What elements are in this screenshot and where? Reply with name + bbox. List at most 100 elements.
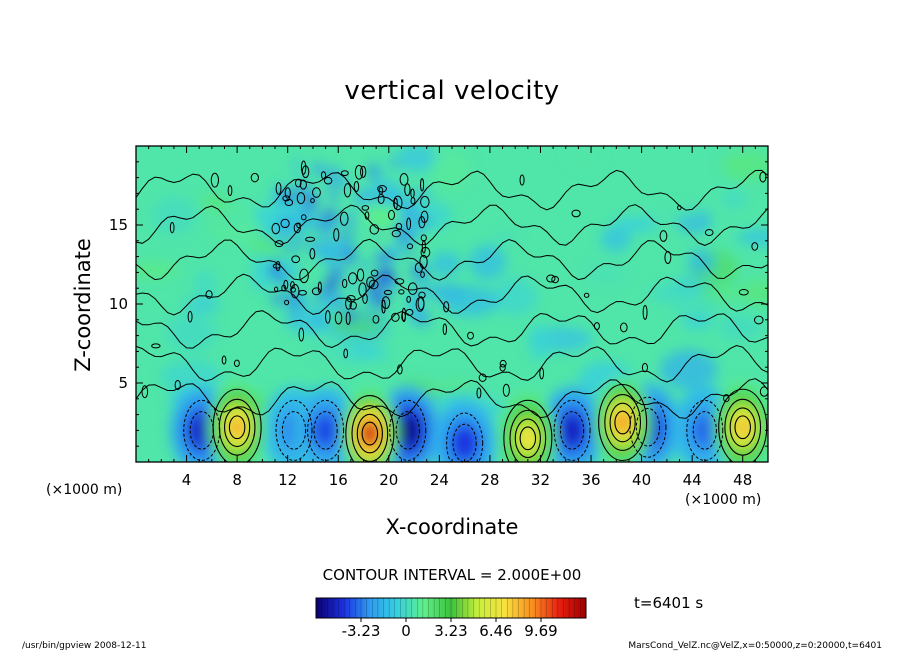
downdraft-contour	[452, 423, 477, 462]
small-contour	[368, 279, 379, 290]
small-contour	[334, 311, 343, 325]
small-contour	[751, 242, 759, 251]
small-contour	[275, 182, 282, 195]
turbulence-speckle	[332, 294, 346, 310]
small-contour	[723, 394, 730, 403]
small-contour	[312, 187, 321, 198]
small-contour	[361, 205, 370, 211]
small-contour	[381, 299, 386, 314]
updraft-cell	[616, 413, 630, 432]
small-contour	[407, 282, 418, 295]
small-contour	[169, 221, 175, 234]
colorbar-tick-label: 9.69	[524, 622, 557, 640]
small-contour	[349, 301, 357, 310]
downdraft-contour	[275, 399, 313, 461]
x-tick-label: 40	[632, 471, 651, 489]
field-patch	[430, 251, 462, 277]
updraft-contour	[604, 394, 642, 451]
small-contour	[401, 311, 406, 322]
downdraft-contour	[686, 399, 724, 461]
chart-title: vertical velocity	[344, 76, 560, 106]
field-patch	[682, 315, 713, 329]
small-contour	[392, 195, 403, 211]
updraft-contour	[514, 418, 541, 459]
small-contour	[551, 275, 559, 284]
zero-contour	[136, 344, 768, 383]
small-contour	[353, 181, 360, 192]
y-tick-label: 5	[118, 374, 128, 392]
small-contour	[174, 379, 181, 391]
downdraft-contour	[183, 399, 221, 461]
small-contour	[414, 262, 423, 274]
small-contour	[405, 308, 414, 316]
small-contour	[221, 355, 227, 365]
turbulence-speckle	[412, 189, 431, 199]
field-patch	[136, 262, 178, 279]
small-contour	[325, 310, 331, 324]
turbulence-speckle	[315, 290, 324, 301]
small-contour	[271, 222, 281, 235]
small-contour	[274, 240, 284, 248]
contour-interval-label: CONTOUR INTERVAL = 2.000E+00	[322, 566, 582, 584]
turbulence-speckle	[277, 272, 290, 286]
small-contour	[296, 192, 306, 205]
field-patch	[189, 210, 252, 231]
updraft-cell	[230, 418, 244, 437]
y-tick-label: 10	[109, 295, 128, 313]
field-patch	[528, 324, 552, 361]
small-contour	[415, 296, 425, 312]
downdraft-contour	[635, 407, 661, 447]
small-contour	[340, 170, 349, 177]
small-contour	[290, 286, 296, 293]
small-contour	[348, 272, 358, 285]
downdraft-contour	[446, 412, 484, 462]
y-axis-unit: (×1000 m)	[46, 482, 123, 498]
small-contour	[284, 187, 291, 199]
turbulence-speckle	[323, 282, 334, 296]
turbulence-speckle	[363, 294, 373, 308]
small-contour	[345, 296, 352, 310]
small-contour	[499, 363, 506, 372]
field-patch	[397, 146, 436, 172]
turbulence-speckle	[357, 261, 372, 269]
small-contour	[394, 278, 405, 285]
time-label: t=6401 s	[634, 594, 704, 612]
small-contour	[300, 160, 307, 175]
small-contour	[397, 364, 403, 375]
zero-contour	[136, 238, 768, 281]
small-contour	[419, 254, 428, 269]
field-patch	[700, 286, 741, 301]
colorbar: -3.23 0 3.23 6.46 9.69	[315, 597, 587, 640]
small-contour	[298, 290, 307, 296]
small-contour	[343, 183, 352, 198]
downdraft-cell	[190, 416, 213, 445]
x-tick-label: 4	[182, 471, 192, 489]
small-contour	[290, 281, 295, 289]
small-contour	[187, 310, 193, 323]
field-patch	[160, 360, 222, 394]
small-contour	[323, 176, 333, 185]
small-contour	[296, 222, 301, 229]
x-axis-unit: (×1000 m)	[685, 492, 762, 508]
field-patch	[566, 146, 602, 167]
small-contour	[420, 195, 430, 208]
small-contour	[391, 312, 400, 322]
x-tick-label: 32	[531, 471, 550, 489]
small-contour	[343, 348, 349, 359]
small-contour	[354, 164, 364, 180]
small-contour	[393, 197, 398, 210]
field-patch	[612, 216, 659, 233]
x-tick-label: 44	[683, 471, 702, 489]
velocity-field	[136, 146, 768, 462]
field-patch	[494, 231, 519, 244]
small-contour	[443, 301, 450, 313]
turbulence-speckle	[329, 186, 338, 204]
small-contour	[583, 292, 590, 298]
downdraft-contour	[559, 411, 585, 450]
updraft-cell	[736, 418, 750, 437]
small-contour	[370, 269, 379, 277]
x-axis-label: X-coordinate	[385, 515, 519, 539]
downdraft-contour	[307, 399, 345, 461]
zero-contour	[136, 310, 768, 349]
updraft-contour	[345, 395, 395, 462]
